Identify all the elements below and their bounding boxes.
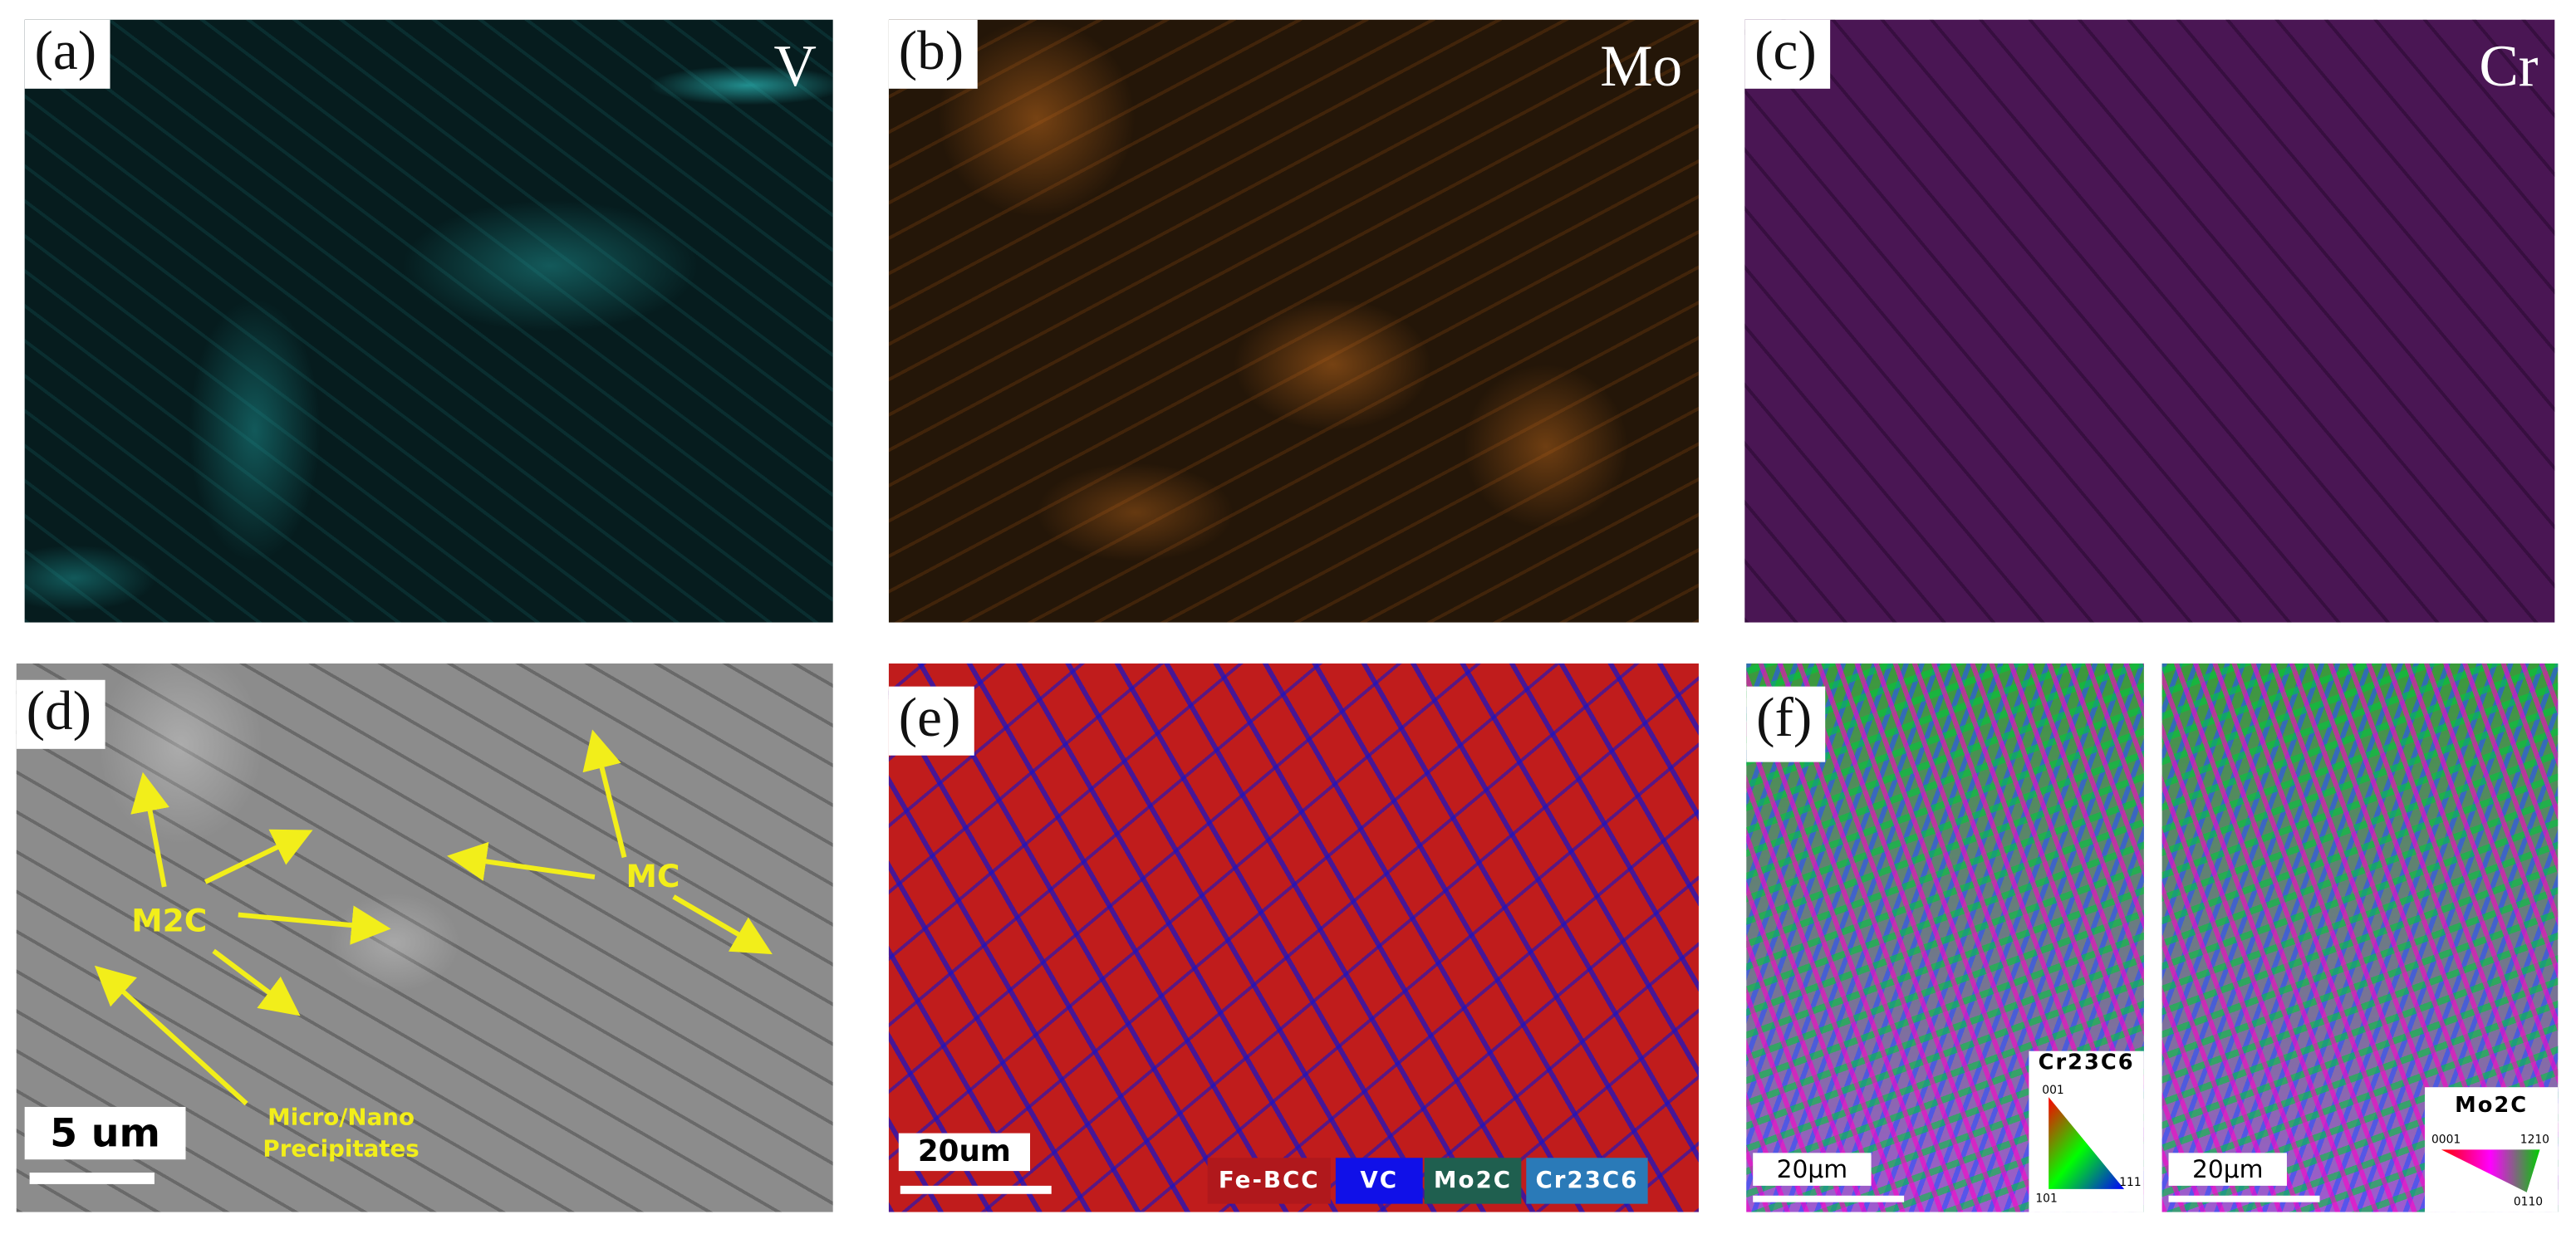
eds-map-cr: (c) Cr <box>1744 19 2555 623</box>
scale-bar-label: 20um <box>898 1133 1031 1172</box>
panel-label: (c) <box>1744 19 1830 89</box>
ipf-triangle <box>2441 1149 2540 1192</box>
legend-item: VC <box>1335 1158 1423 1204</box>
ipf-label: 101 <box>2035 1192 2058 1206</box>
scale-bar <box>1753 1195 1905 1202</box>
ipf-label: 111 <box>2119 1176 2142 1189</box>
legend-item: Cr23C6 <box>1526 1158 1648 1204</box>
scale-bar <box>2168 1195 2320 1202</box>
element-label: V <box>773 32 817 99</box>
ipf-map: (f) 20μm Cr23C6 001 101 111 <box>1746 663 2144 1212</box>
element-label: Mo <box>1600 32 1683 99</box>
ipf-label: 001 <box>2042 1084 2064 1098</box>
scale-bar-label: 20μm <box>2168 1153 2287 1186</box>
ipf-label: 0001 <box>2431 1133 2461 1147</box>
scale-bar <box>900 1185 1052 1194</box>
ipf-key: Cr23C6 001 101 111 <box>2029 1050 2144 1212</box>
legend-item: Mo2C <box>1424 1158 1522 1204</box>
panel-label: (e) <box>888 686 974 756</box>
ipf-label: 1210 <box>2520 1133 2550 1147</box>
legend-item: Fe-BCC <box>1207 1158 1331 1204</box>
annotation-line: Micro/Nano <box>267 1104 415 1132</box>
annotation: Micro/Nano Precipitates <box>263 1104 419 1166</box>
phase-label: Cr23C6 <box>2038 1050 2135 1076</box>
scale-bar <box>29 1173 155 1184</box>
annotation-line: Precipitates <box>263 1136 420 1163</box>
ipf-key: Mo2C 0001 1210 0110 <box>2425 1087 2559 1212</box>
element-label: Cr <box>2479 32 2539 99</box>
annotation: M2C <box>131 903 208 940</box>
panel-label: (a) <box>24 19 110 89</box>
sem-image: (d) M2C MC Micro/Nano Precipitates 5 um <box>16 663 833 1212</box>
panel-label: (b) <box>888 19 978 89</box>
scale-bar-label: 5 um <box>24 1106 186 1160</box>
scale-bar-label: 20μm <box>1753 1153 1872 1186</box>
eds-map-v: (a) V <box>24 19 833 623</box>
phase-label: Mo2C <box>2455 1094 2529 1119</box>
ipf-triangle <box>2049 1097 2125 1189</box>
ipf-map: 20μm Mo2C 0001 1210 0110 <box>2161 663 2559 1212</box>
eds-map-mo: (b) Mo <box>888 19 1699 623</box>
panel-label: (d) <box>16 679 105 749</box>
phase-map: (e) 20um Fe-BCC VC Mo2C Cr23C6 <box>888 663 1699 1212</box>
arrows <box>94 729 773 1106</box>
panel-label: (f) <box>1746 686 1826 762</box>
ipf-label: 0110 <box>2513 1195 2544 1209</box>
annotation: MC <box>626 859 680 895</box>
